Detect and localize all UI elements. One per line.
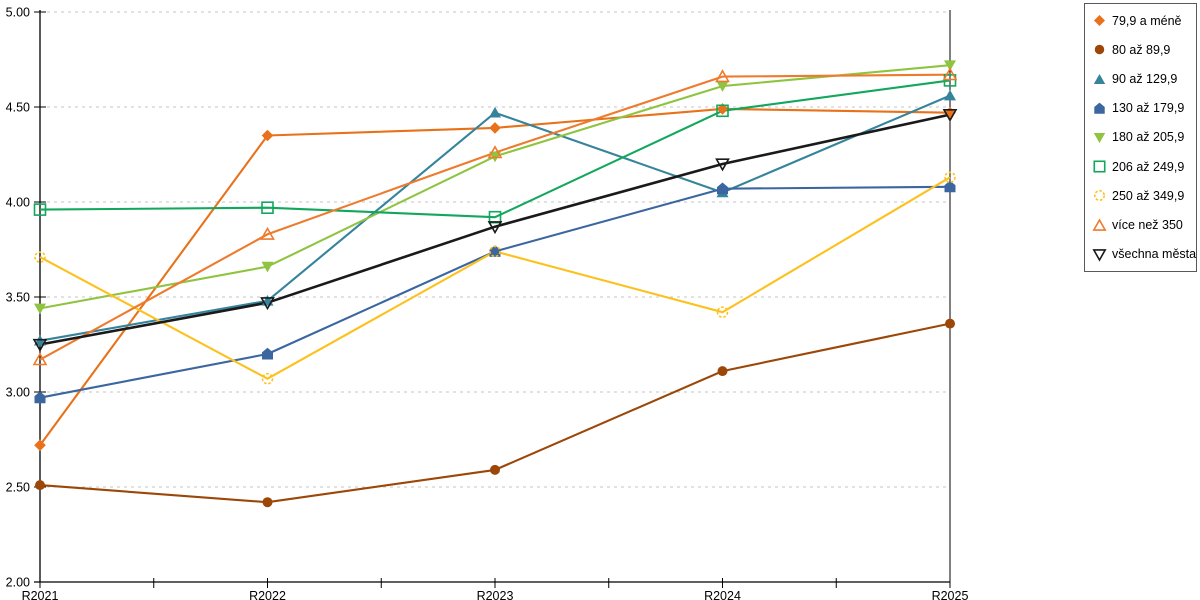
circle-marker-icon <box>944 171 956 184</box>
legend-item-2: 90 až 129,9 <box>1092 65 1196 93</box>
y-axis-label: 3.00 <box>6 386 30 400</box>
x-axis-label: R2023 <box>477 589 514 600</box>
y-axis-label: 3.50 <box>6 291 30 305</box>
triangle-up-icon <box>1092 218 1107 231</box>
x-axis-label: R2024 <box>704 589 741 600</box>
diamond-marker-icon <box>489 122 501 134</box>
y-axis-label: 2.50 <box>6 481 30 495</box>
circle-icon <box>1094 45 1105 55</box>
triangle-down-marker-icon <box>261 261 274 273</box>
triangle-down-marker-icon <box>942 109 958 123</box>
y-axis-label: 5.00 <box>6 6 30 20</box>
square-marker-icon <box>943 74 957 87</box>
triangle-up-marker-icon <box>1092 218 1107 231</box>
triangle-down-marker-icon <box>487 221 503 235</box>
series-line-1 <box>39 322 951 504</box>
triangle-up-marker-icon <box>489 106 501 118</box>
triangle-down-marker-icon <box>1092 248 1107 262</box>
legend-label: 180 až 205,9 <box>1112 130 1185 145</box>
triangle-up-icon <box>1093 73 1106 84</box>
diamond-marker-icon <box>34 439 46 451</box>
square-icon <box>1093 160 1106 173</box>
triangle-up-marker-icon <box>944 89 956 101</box>
diamond-icon <box>1093 15 1106 27</box>
circle-marker-icon <box>261 372 274 385</box>
diamond-marker-icon <box>716 103 729 115</box>
triangle-down-marker-icon <box>715 158 730 172</box>
square-marker-icon <box>33 203 47 216</box>
series-line-4 <box>39 64 951 310</box>
legend-label: 79,9 a méně <box>1112 13 1182 28</box>
circle-marker-icon <box>35 480 45 491</box>
circle-marker-icon <box>945 318 955 329</box>
triangle-down-marker-icon <box>34 303 46 315</box>
circle-marker-icon <box>490 464 500 475</box>
x-axis-label: R2025 <box>932 589 969 600</box>
triangle-up-marker-icon <box>32 352 48 366</box>
series-line-5 <box>39 79 951 219</box>
circle-marker-icon <box>262 497 273 508</box>
legend-item-5: 206 až 249,9 <box>1092 153 1196 181</box>
circle-icon <box>1093 190 1106 202</box>
legend-item-8: všechna města <box>1092 240 1196 268</box>
legend-label: 130 až 179,9 <box>1112 101 1185 116</box>
triangle-up-marker-icon <box>942 67 958 81</box>
triangle-up-marker-icon <box>487 145 503 159</box>
square-marker-icon <box>261 201 274 214</box>
circle-marker-icon <box>1093 190 1106 202</box>
triangle-down-marker-icon <box>944 60 956 71</box>
legend-label: 90 až 129,9 <box>1112 72 1178 87</box>
legend-item-1: 80 až 89,9 <box>1092 36 1196 64</box>
legend-label: všechna města <box>1112 247 1197 262</box>
pentagon-marker-icon <box>262 347 273 360</box>
triangle-down-marker-icon <box>716 81 729 92</box>
chart-legend: 79,9 a méně 80 až 89,9 90 až 129,9 130 až 1… <box>1084 3 1197 272</box>
legend-label: 80 až 89,9 <box>1112 42 1171 57</box>
legend-label: více než 350 <box>1112 218 1183 233</box>
legend-label: 206 až 249,9 <box>1112 159 1185 174</box>
circle-marker-icon <box>716 306 729 319</box>
y-axis-label: 4.00 <box>6 196 30 210</box>
diamond-marker-icon <box>261 129 274 142</box>
triangle-up-marker-icon <box>260 226 275 240</box>
legend-item-0: 79,9 a méně <box>1092 7 1196 35</box>
triangle-down-icon <box>1092 248 1107 262</box>
circle-marker-icon <box>1094 45 1105 55</box>
pentagon-marker-icon <box>717 182 728 195</box>
square-marker-icon <box>716 104 729 118</box>
triangle-down-marker-icon <box>32 338 48 352</box>
triangle-down-marker-icon <box>1093 132 1106 143</box>
pentagon-marker-icon <box>1094 102 1105 114</box>
legend-item-4: 180 až 205,9 <box>1092 123 1196 151</box>
square-marker-icon <box>1093 160 1106 173</box>
triangle-up-marker-icon <box>715 69 730 83</box>
triangle-down-marker-icon <box>260 297 275 311</box>
circle-marker-icon <box>489 245 501 258</box>
pentagon-icon <box>1094 102 1105 114</box>
legend-item-6: 250 až 349,9 <box>1092 182 1196 210</box>
circle-marker-icon <box>34 251 46 263</box>
pentagon-marker-icon <box>34 391 46 404</box>
series-line-3 <box>39 185 951 399</box>
legend-label: 250 až 349,9 <box>1112 188 1185 203</box>
diamond-marker-icon <box>944 106 956 119</box>
circle-marker-icon <box>717 366 728 377</box>
x-axis-label: R2021 <box>22 589 59 600</box>
legend-item-3: 130 až 179,9 <box>1092 94 1196 122</box>
y-axis-label: 2.00 <box>6 576 30 590</box>
triangle-down-icon <box>1093 132 1106 143</box>
x-axis-label: R2022 <box>249 589 286 600</box>
y-axis-label: 4.50 <box>6 101 30 115</box>
series-line-8 <box>39 113 951 346</box>
legend-item-7: více než 350 <box>1092 211 1196 239</box>
triangle-up-marker-icon <box>1093 73 1106 84</box>
pentagon-marker-icon <box>944 180 956 193</box>
diamond-marker-icon <box>1093 15 1106 27</box>
